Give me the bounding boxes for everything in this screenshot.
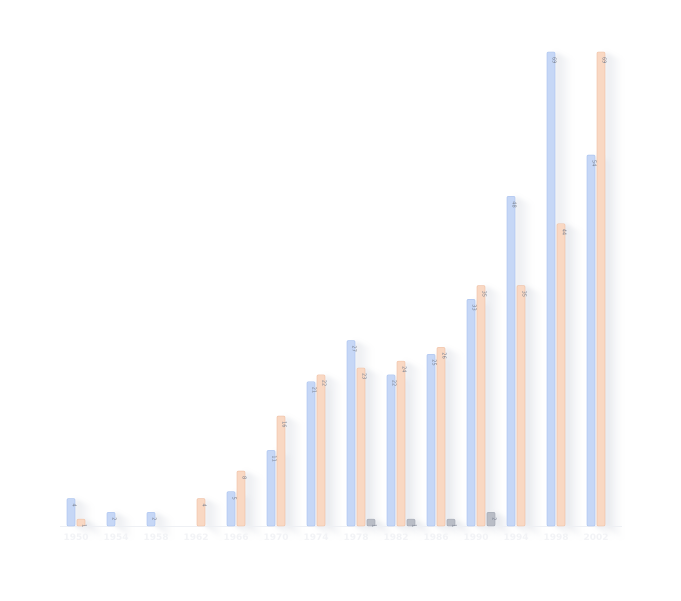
value-label: 23: [361, 373, 367, 379]
bar-1982-series-1: [386, 374, 396, 527]
bar-1990-series-3: [486, 511, 496, 527]
value-label: 25: [431, 359, 437, 365]
x-tick-label: 1974: [303, 533, 328, 543]
bar-shadow: [245, 471, 263, 540]
bar-1950-series-1: [66, 498, 76, 527]
bar-shadow: [205, 498, 223, 540]
bar-1962-series-2: [196, 498, 206, 527]
bar-1950-series-2: [76, 518, 86, 527]
value-label: 1: [81, 524, 87, 527]
bar-shadow: [415, 519, 433, 540]
bar-shadow: [85, 519, 103, 540]
x-tick-label: 1986: [423, 533, 448, 543]
value-label: 4: [201, 504, 207, 507]
bar-1982-series-2: [396, 360, 406, 527]
bar-1986-series-2: [436, 347, 446, 527]
x-tick-label: 1966: [223, 533, 248, 543]
bar-1978-series-3: [366, 518, 376, 527]
bar-shadow: [455, 519, 473, 540]
value-label: 5: [231, 497, 237, 500]
value-label: 69: [551, 57, 557, 63]
bar-1970-series-1: [266, 450, 276, 527]
x-tick-label: 1978: [343, 533, 368, 543]
x-tick-label: 1950: [63, 533, 88, 543]
x-tick-label: 1998: [543, 533, 568, 543]
bar-shadow: [325, 374, 343, 540]
bar-1970-series-2: [276, 415, 286, 527]
value-label: 1: [451, 524, 457, 527]
x-tick-label: 1954: [103, 533, 128, 543]
value-label: 54: [591, 160, 597, 166]
x-tick-label: 1982: [383, 533, 408, 543]
value-label: 16: [281, 421, 287, 427]
x-tick-label: 1990: [463, 533, 488, 543]
bar-2002-series-2: [596, 51, 606, 527]
bar-1978-series-2: [356, 367, 366, 527]
value-label: 22: [321, 380, 327, 386]
bar-1978-series-1: [346, 340, 356, 527]
bar-shadow: [565, 223, 583, 540]
x-tick-label: 1962: [183, 533, 208, 543]
value-label: 69: [601, 57, 607, 63]
x-tick-label: 1958: [143, 533, 168, 543]
value-label: 26: [441, 352, 447, 358]
value-label: 2: [111, 517, 117, 520]
value-label: 48: [511, 201, 517, 207]
value-label: 24: [401, 366, 407, 372]
bar-2002-series-1: [586, 154, 596, 527]
bar-shadow: [525, 285, 543, 540]
bar-1986-series-1: [426, 353, 436, 527]
value-label: 44: [561, 229, 567, 235]
bar-1974-series-1: [306, 381, 316, 527]
value-label: 33: [471, 304, 477, 310]
value-label: 1: [411, 524, 417, 527]
bar-shadow: [605, 52, 623, 540]
value-label: 8: [241, 476, 247, 479]
bar-1994-series-1: [506, 195, 516, 527]
x-tick-label: 1994: [503, 533, 528, 543]
bar-shadow: [285, 416, 303, 540]
value-label: 1: [371, 524, 377, 527]
bar-shadow: [375, 519, 393, 540]
x-tick-label: 1970: [263, 533, 288, 543]
value-label: 21: [311, 387, 317, 393]
bar-1998-series-2: [556, 223, 566, 527]
bar-1986-series-3: [446, 518, 456, 527]
bar-1954-series-1: [106, 511, 116, 527]
value-label: 35: [481, 291, 487, 297]
bar-1982-series-3: [406, 518, 416, 527]
bar-shadow: [485, 285, 503, 540]
value-label: 35: [521, 291, 527, 297]
bar-1966-series-2: [236, 470, 246, 527]
value-label: 11: [271, 455, 277, 461]
bars: [66, 51, 606, 527]
value-label: 22: [391, 380, 397, 386]
bar-1990-series-2: [476, 285, 486, 527]
bar-1994-series-2: [516, 285, 526, 527]
bar-1974-series-2: [316, 374, 326, 527]
bar-1998-series-1: [546, 51, 556, 527]
bar-1958-series-1: [146, 511, 156, 527]
x-tick-labels: 1950 1954 1958 1962 1966 1970 1974 1978 1982 1986…: [63, 533, 608, 543]
bar-shadow: [365, 368, 383, 540]
value-label: 2: [491, 517, 497, 520]
value-labels: 412 2458111621222723122241252613335248356…: [71, 57, 607, 527]
bar-shadow: [405, 361, 423, 540]
bar-1990-series-1: [466, 299, 476, 527]
bar-1966-series-1: [226, 491, 236, 527]
value-label: 2: [151, 517, 157, 520]
bar-shadow: [445, 347, 463, 540]
value-label: 4: [71, 504, 77, 507]
x-tick-label: 2002: [583, 533, 608, 543]
value-label: 27: [351, 346, 357, 352]
